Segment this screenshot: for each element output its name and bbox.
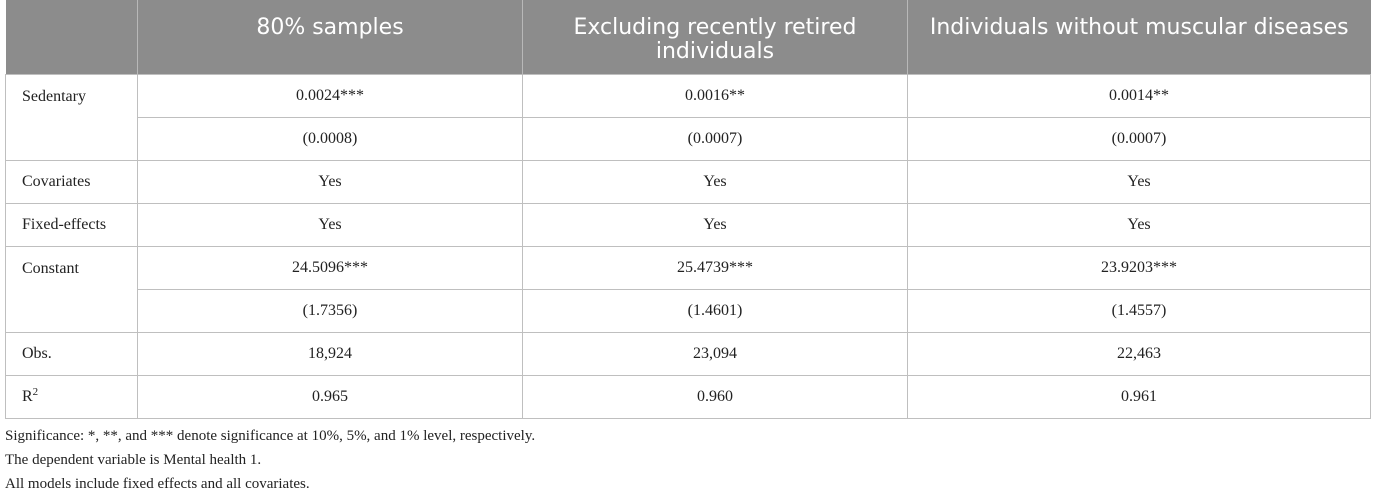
covariates-value-1: Yes — [137, 159, 523, 204]
table-header: 80% samples Excluding recently retired i… — [5, 0, 1371, 74]
row-label-fixed-effects: Fixed-effects — [5, 202, 138, 247]
note-significance: Significance: *, **, and *** denote sign… — [5, 428, 536, 444]
header-without-muscular-diseases: Individuals without muscular diseases — [907, 0, 1371, 74]
table-row-covariates: Covariates Yes Yes Yes — [5, 159, 1371, 204]
sedentary-coef-1: 0.0024*** — [137, 73, 523, 118]
row-label-sedentary: Sedentary — [5, 73, 138, 161]
constant-se-3: (1.4557) — [907, 288, 1371, 333]
constant-coef-1: 24.5096*** — [137, 245, 523, 290]
obs-value-3: 22,463 — [907, 331, 1371, 376]
obs-value-2: 23,094 — [522, 331, 908, 376]
table-row-fixed-effects: Fixed-effects Yes Yes Yes — [5, 202, 1371, 247]
table-row-sedentary: Sedentary 0.0024*** 0.0016** 0.0014** — [5, 73, 1371, 161]
r2-value-1: 0.965 — [137, 374, 523, 419]
header-corner — [5, 0, 138, 74]
regression-results-table: 80% samples Excluding recently retired i… — [5, 0, 1371, 419]
constant-coef-3: 23.9203*** — [907, 245, 1371, 290]
constant-se-1: (1.7356) — [137, 288, 523, 333]
row-label-constant: Constant — [5, 245, 138, 333]
r2-label-text: R — [22, 387, 33, 405]
row-label-covariates: Covariates — [5, 159, 138, 204]
constant-se-2: (1.4601) — [522, 288, 908, 333]
note-models: All models include fixed effects and all… — [5, 476, 310, 492]
table-row-obs: Obs. 18,924 23,094 22,463 — [5, 331, 1371, 376]
covariates-value-3: Yes — [907, 159, 1371, 204]
row-label-obs: Obs. — [5, 331, 138, 376]
fixed-effects-value-2: Yes — [522, 202, 908, 247]
r2-value-2: 0.960 — [522, 374, 908, 419]
sedentary-se-1: (0.0008) — [137, 116, 523, 161]
table-notes: Significance: *, **, and *** denote sign… — [5, 424, 535, 496]
sedentary-se-3: (0.0007) — [907, 116, 1371, 161]
r2-value-3: 0.961 — [907, 374, 1371, 419]
covariates-value-2: Yes — [522, 159, 908, 204]
results-table-container: 80% samples Excluding recently retired i… — [5, 0, 1371, 419]
obs-value-1: 18,924 — [137, 331, 523, 376]
sedentary-coef-3: 0.0014** — [907, 73, 1371, 118]
table-row-sedentary-se: (0.0008) (0.0007) (0.0007) — [6, 116, 1371, 161]
table-row-constant-se: (1.7356) (1.4601) (1.4557) — [6, 288, 1371, 333]
r2-label-superscript: 2 — [32, 385, 39, 398]
note-dependent-variable: The dependent variable is Mental health … — [5, 452, 262, 468]
header-80pct-samples: 80% samples — [137, 0, 523, 74]
fixed-effects-value-1: Yes — [137, 202, 523, 247]
table-row-constant: Constant 24.5096*** 25.4739*** 23.9203**… — [5, 245, 1371, 333]
sedentary-se-2: (0.0007) — [522, 116, 908, 161]
header-excluding-retired: Excluding recently retired individuals — [522, 0, 908, 74]
table-body: Sedentary 0.0024*** 0.0016** 0.0014** (0… — [5, 73, 1371, 419]
constant-coef-2: 25.4739*** — [522, 245, 908, 290]
fixed-effects-value-3: Yes — [907, 202, 1371, 247]
table-row-r2: R2 0.965 0.960 0.961 — [5, 374, 1371, 419]
row-label-r2: R2 — [5, 374, 138, 419]
sedentary-coef-2: 0.0016** — [522, 73, 908, 118]
